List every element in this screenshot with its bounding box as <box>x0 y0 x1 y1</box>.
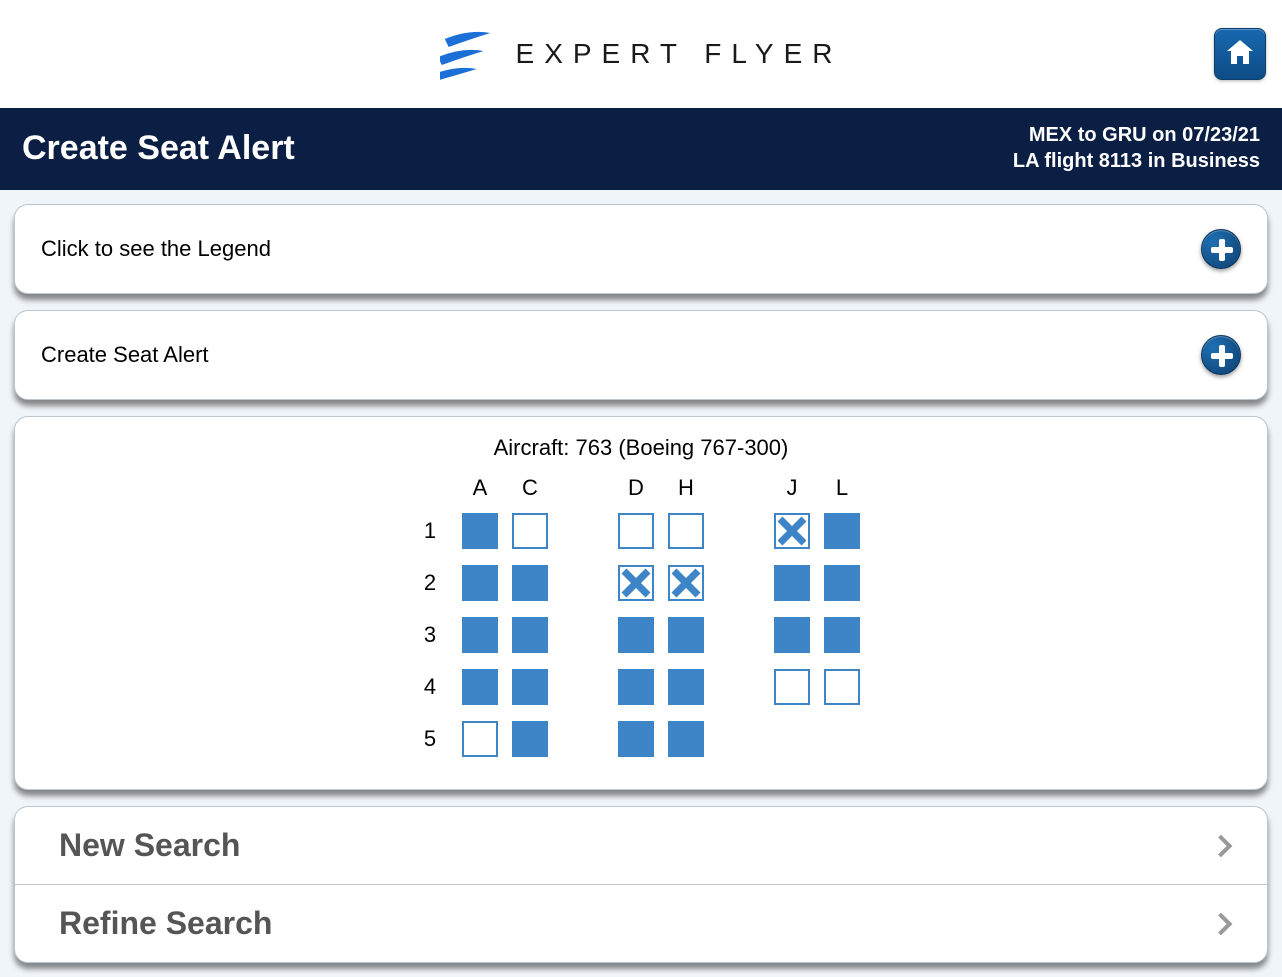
home-icon <box>1225 38 1255 71</box>
seat-2A[interactable] <box>462 565 498 601</box>
column-header: L <box>817 471 867 505</box>
new-search-label: New Search <box>59 827 240 864</box>
flight-info: MEX to GRU on 07/23/21 LA flight 8113 in… <box>1013 122 1260 174</box>
top-header: EXPERT FLYER <box>0 0 1282 108</box>
seat-1J[interactable] <box>774 513 810 549</box>
seat-1L[interactable] <box>824 513 860 549</box>
chevron-right-icon <box>1210 834 1233 857</box>
flight-line: LA flight 8113 in Business <box>1013 148 1260 174</box>
seat-1D[interactable] <box>618 513 654 549</box>
logo-mark-icon <box>440 27 496 81</box>
seat-3C[interactable] <box>512 617 548 653</box>
seat-1A[interactable] <box>462 513 498 549</box>
seat-5H[interactable] <box>668 721 704 757</box>
column-header: D <box>611 471 661 505</box>
seat-2C[interactable] <box>512 565 548 601</box>
expand-icon <box>1201 335 1241 375</box>
home-button[interactable] <box>1214 28 1266 80</box>
column-header: C <box>505 471 555 505</box>
brand-name: EXPERT FLYER <box>516 38 843 70</box>
row-header: 1 <box>415 505 455 557</box>
seatmap-panel: Aircraft: 763 (Boeing 767-300) AC DH JL 123… <box>14 416 1268 790</box>
chevron-right-icon <box>1210 912 1233 935</box>
refine-search-button[interactable]: Refine Search <box>15 884 1267 962</box>
seat-4L[interactable] <box>824 669 860 705</box>
seat-3J[interactable] <box>774 617 810 653</box>
seat-3A[interactable] <box>462 617 498 653</box>
legend-panel-label: Click to see the Legend <box>41 236 271 262</box>
nav-card: New Search Refine Search <box>14 806 1268 963</box>
refine-search-label: Refine Search <box>59 905 272 942</box>
seat-4H[interactable] <box>668 669 704 705</box>
seat-4C[interactable] <box>512 669 548 705</box>
page-title: Create Seat Alert <box>22 129 295 168</box>
seat-3D[interactable] <box>618 617 654 653</box>
seat-2D[interactable] <box>618 565 654 601</box>
create-alert-panel[interactable]: Create Seat Alert <box>14 310 1268 400</box>
seat-4D[interactable] <box>618 669 654 705</box>
brand-logo: EXPERT FLYER <box>440 27 843 81</box>
seat-1C[interactable] <box>512 513 548 549</box>
content-area: Click to see the Legend Create Seat Aler… <box>0 190 1282 977</box>
seat-4J[interactable] <box>774 669 810 705</box>
seat-3H[interactable] <box>668 617 704 653</box>
route-line: MEX to GRU on 07/23/21 <box>1013 122 1260 148</box>
seat-2L[interactable] <box>824 565 860 601</box>
seat-5C[interactable] <box>512 721 548 757</box>
seat-2J[interactable] <box>774 565 810 601</box>
column-header: J <box>767 471 817 505</box>
column-header: H <box>661 471 711 505</box>
seat-5D[interactable] <box>618 721 654 757</box>
column-header: A <box>455 471 505 505</box>
create-alert-panel-label: Create Seat Alert <box>41 342 209 368</box>
legend-panel[interactable]: Click to see the Legend <box>14 204 1268 294</box>
row-header: 3 <box>415 609 455 661</box>
seat-4A[interactable] <box>462 669 498 705</box>
seat-1H[interactable] <box>668 513 704 549</box>
aircraft-label: Aircraft: 763 (Boeing 767-300) <box>41 435 1241 461</box>
row-header: 4 <box>415 661 455 713</box>
seat-2H[interactable] <box>668 565 704 601</box>
row-header: 5 <box>415 713 455 765</box>
new-search-button[interactable]: New Search <box>15 807 1267 884</box>
row-header: 2 <box>415 557 455 609</box>
seat-5A[interactable] <box>462 721 498 757</box>
seat-3L[interactable] <box>824 617 860 653</box>
seatmap-grid: AC DH JL 12345 <box>415 471 867 765</box>
expand-icon <box>1201 229 1241 269</box>
title-bar: Create Seat Alert MEX to GRU on 07/23/21… <box>0 108 1282 190</box>
